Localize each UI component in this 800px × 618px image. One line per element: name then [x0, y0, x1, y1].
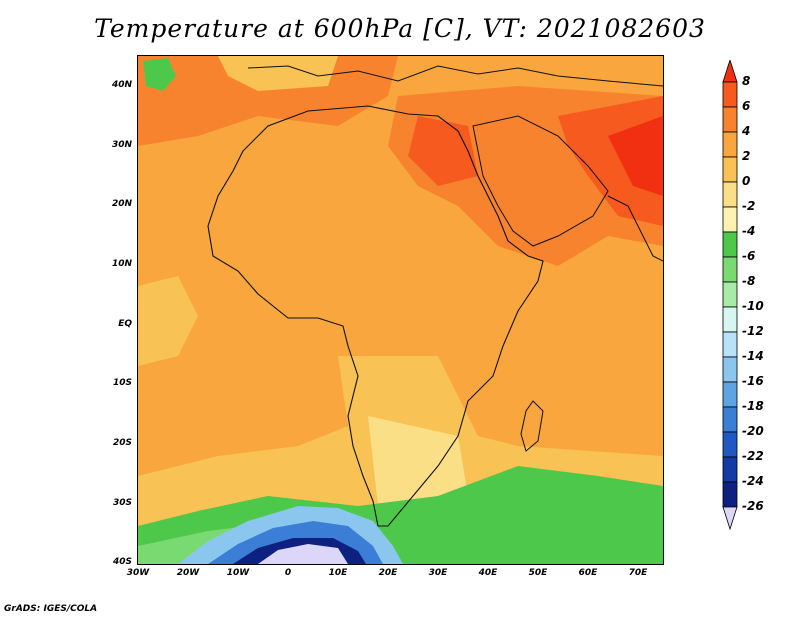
y-tick-label: 20N	[111, 199, 132, 209]
colorbar-tick-label: -14	[742, 349, 764, 363]
colorbar-box	[722, 181, 738, 208]
field-patch-atlantic-west	[138, 276, 198, 366]
y-tick-label: EQ	[118, 319, 132, 329]
y-tick-label: 10S	[112, 378, 132, 388]
colorbar-tick-label: -2	[742, 199, 756, 213]
colorbar-tick-label: -6	[742, 249, 756, 263]
colorbar-box	[722, 231, 738, 258]
field-cold-pool-center	[258, 544, 348, 564]
map-panel	[137, 55, 664, 565]
coastline-arabia	[472, 115, 609, 247]
y-tick-label: 40S	[112, 557, 132, 567]
colorbar-tick-label: 2	[742, 149, 751, 163]
y-tick-label: 30S	[112, 498, 132, 508]
colorbar-box	[722, 381, 738, 408]
x-tick-label: 30E	[428, 568, 448, 578]
colorbar-box	[722, 431, 738, 458]
field-patch-north	[218, 56, 338, 91]
colorbar-tick-label: 6	[742, 99, 751, 113]
colorbar-tick-label: 4	[742, 124, 751, 138]
chart-title: Temperature at 600hPa [C], VT: 202108260…	[94, 14, 706, 43]
x-tick-label: 20E	[378, 568, 398, 578]
colorbar-tick-label: -26	[742, 499, 764, 513]
colorbar-tick-label: -22	[742, 449, 764, 463]
colorbar-box	[722, 131, 738, 158]
coastline-madagascar	[520, 400, 544, 452]
colorbar-box	[722, 281, 738, 308]
colorbar-box	[722, 481, 738, 508]
field-north-atlantic	[138, 56, 398, 146]
x-tick-label: 60E	[578, 568, 598, 578]
colorbar-tick-label: 8	[742, 74, 751, 88]
x-tick-label: 20W	[176, 568, 200, 578]
colorbar-tick-label: -20	[742, 424, 764, 438]
colorbar-box	[722, 406, 738, 433]
coastline-africa	[207, 105, 544, 527]
field-green-northwest	[143, 58, 176, 91]
x-tick-label: 30W	[126, 568, 150, 578]
colorbar-box	[722, 306, 738, 333]
colorbar-box	[722, 206, 738, 233]
coastline-india	[607, 195, 663, 262]
colorbar-top-triangle	[722, 60, 738, 83]
colorbar-box	[722, 356, 738, 383]
colorbar	[722, 60, 738, 531]
coastline-europe	[247, 65, 663, 87]
colorbar-tick-label: -16	[742, 374, 764, 388]
x-tick-label: 40E	[478, 568, 498, 578]
field-hottest-pakistan	[608, 116, 663, 196]
x-tick-label: 0	[284, 568, 292, 578]
footer-credit: GrADS: IGES/COLA	[4, 604, 98, 614]
colorbar-tick-label: -8	[742, 274, 756, 288]
field-hot-egypt	[408, 116, 478, 186]
colorbar-tick-label: -18	[742, 399, 764, 413]
x-tick-label: 10E	[328, 568, 348, 578]
colorbar-tick-label: -4	[742, 224, 756, 238]
colorbar-tick-label: -24	[742, 474, 764, 488]
colorbar-tick-label: 0	[742, 174, 751, 188]
colorbar-box	[722, 81, 738, 108]
colorbar-tick-label: -10	[742, 299, 764, 313]
x-tick-label: 70E	[628, 568, 648, 578]
colorbar-box	[722, 106, 738, 133]
x-tick-label: 10W	[226, 568, 250, 578]
x-tick-label: 50E	[528, 568, 548, 578]
colorbar-box	[722, 456, 738, 483]
y-tick-label: 40N	[111, 80, 132, 90]
colorbar-box	[722, 256, 738, 283]
colorbar-bottom-triangle	[722, 506, 738, 531]
y-tick-label: 30N	[111, 140, 132, 150]
colorbar-tick-label: -12	[742, 324, 764, 338]
y-tick-label: 20S	[112, 438, 132, 448]
colorbar-box	[722, 156, 738, 183]
y-tick-label: 10N	[111, 259, 132, 269]
temperature-map	[138, 56, 663, 564]
colorbar-box	[722, 331, 738, 358]
